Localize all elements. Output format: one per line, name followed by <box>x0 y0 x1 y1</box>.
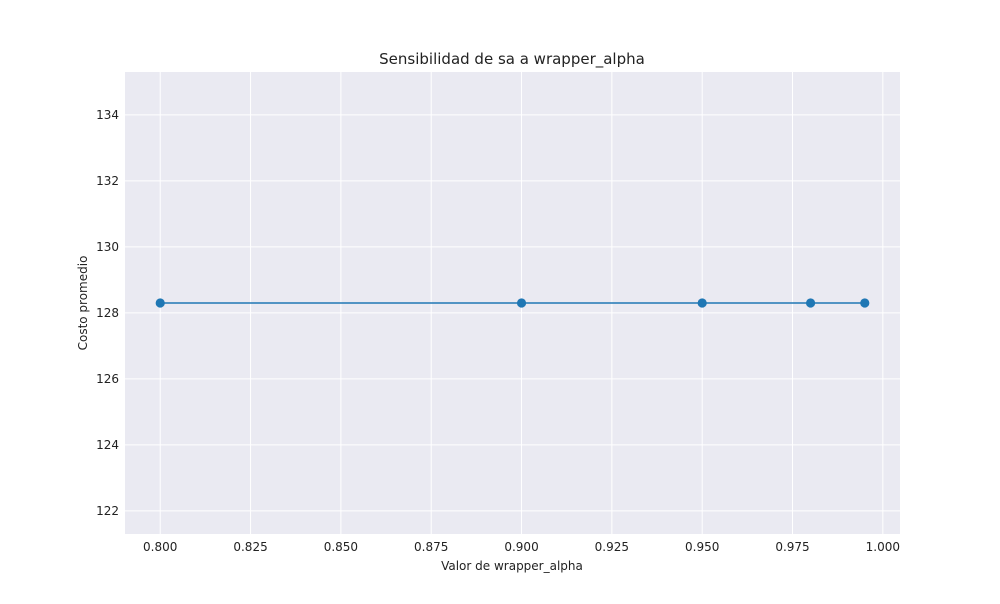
axis-ticks: 0.800 0.825 0.850 0.875 0.900 0.925 0.950 0.975… <box>96 108 900 554</box>
x-tick-label: 0.900 <box>504 540 538 554</box>
data-point <box>516 298 527 308</box>
grid-lines <box>125 72 900 534</box>
data-point <box>697 298 707 308</box>
x-tick-label: 0.875 <box>414 540 448 554</box>
y-tick-label: 126 <box>96 372 119 386</box>
x-tick-label: 0.925 <box>595 540 629 554</box>
x-tick-label: 1.000 <box>866 540 900 554</box>
y-tick-label: 124 <box>96 438 119 452</box>
x-tick-label: 0.975 <box>775 540 809 554</box>
y-tick-label: 130 <box>96 240 119 254</box>
x-tick-label: 0.825 <box>233 540 267 554</box>
series-layer <box>155 298 870 308</box>
y-tick-label: 128 <box>96 306 119 320</box>
chart-title: Sensibilidad de sa a wrapper_alpha <box>379 50 645 69</box>
x-tick-label: 0.850 <box>324 540 358 554</box>
x-axis-label: Valor de wrapper_alpha <box>441 559 583 573</box>
y-axis-label: Costo promedio <box>76 256 90 351</box>
data-point <box>805 298 816 308</box>
data-point <box>860 298 870 308</box>
y-tick-label: 134 <box>96 108 119 122</box>
x-tick-label: 0.800 <box>143 540 177 554</box>
y-tick-label: 132 <box>96 174 119 188</box>
y-tick-label: 122 <box>96 504 119 518</box>
data-point <box>155 298 165 308</box>
x-tick-label: 0.950 <box>685 540 719 554</box>
